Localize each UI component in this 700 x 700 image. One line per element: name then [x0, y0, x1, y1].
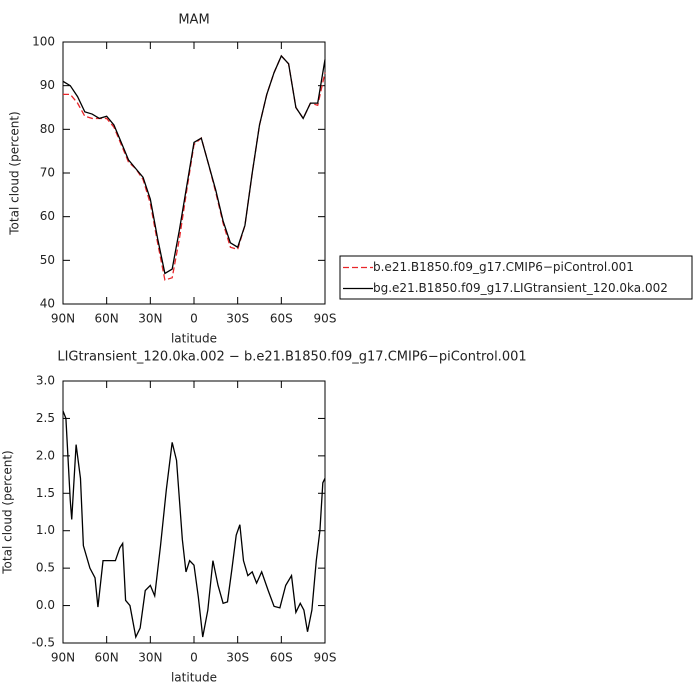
y-tick-label: 100 [32, 35, 55, 49]
y-axis-label: Total cloud (percent) [1, 450, 15, 574]
data-line [62, 54, 326, 275]
y-tick-label: 2.5 [36, 411, 55, 425]
x-tick-label: 30N [138, 651, 162, 665]
legend-label: bg.e21.B1850.f09_g17.LIGtransient_120.0k… [373, 281, 668, 295]
x-tick-label: 90S [314, 312, 337, 326]
x-tick-label: 60N [95, 312, 119, 326]
legend-label: b.e21.B1850.f09_g17.CMIP6−piControl.001 [373, 260, 634, 274]
y-tick-label: 3.0 [36, 374, 55, 388]
x-tick-label: 30N [138, 312, 162, 326]
x-tick-label: 90N [51, 651, 75, 665]
x-axis-label: latitude [171, 332, 217, 346]
x-tick-label: 90N [51, 312, 75, 326]
x-tick-label: 0 [190, 312, 198, 326]
x-axis-label: latitude [171, 671, 217, 685]
y-tick-label: 0.0 [36, 598, 55, 612]
plot-frame [62, 41, 326, 305]
x-tick-label: 90S [314, 651, 337, 665]
y-tick-label: 50 [40, 253, 55, 267]
y-tick-label: 60 [40, 209, 55, 223]
y-tick-label: 0.5 [36, 561, 55, 575]
y-tick-label: -0.5 [32, 636, 55, 650]
chart-title: LIGtransient_120.0ka.002 − b.e21.B1850.f… [57, 350, 526, 365]
x-tick-label: 0 [190, 651, 198, 665]
plot-frame [62, 380, 326, 644]
x-tick-label: 30S [226, 312, 249, 326]
y-tick-label: 40 [40, 297, 55, 311]
y-tick-label: 70 [40, 166, 55, 180]
x-tick-label: 60S [270, 312, 293, 326]
x-tick-label: 60S [270, 651, 293, 665]
y-tick-label: 1.0 [36, 523, 55, 537]
y-tick-label: 2.0 [36, 448, 55, 462]
y-tick-label: 90 [40, 78, 55, 92]
x-tick-label: 30S [226, 651, 249, 665]
y-axis-label: Total cloud (percent) [8, 111, 22, 235]
x-tick-label: 60N [95, 651, 119, 665]
y-tick-label: 80 [40, 122, 55, 136]
data-line [62, 410, 326, 640]
y-tick-label: 1.5 [36, 486, 55, 500]
data-line [63, 54, 326, 281]
chart-title: MAM [178, 13, 209, 28]
legend-box [339, 255, 693, 300]
